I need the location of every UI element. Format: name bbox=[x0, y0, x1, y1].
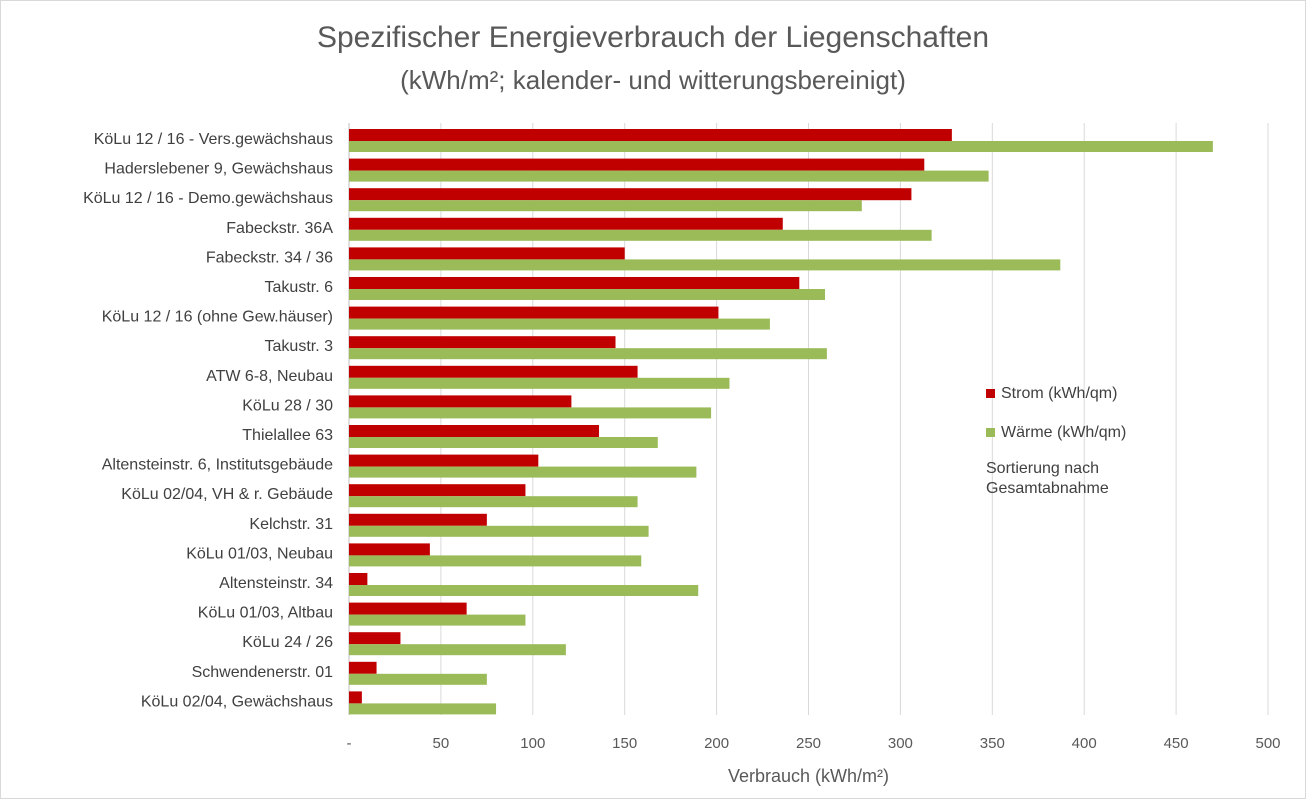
y-tick-label: Thielallee 63 bbox=[242, 427, 333, 444]
bar-strom bbox=[349, 336, 616, 349]
x-tick-label: 500 bbox=[1255, 735, 1280, 752]
bar-strom bbox=[349, 543, 430, 556]
bar-strom bbox=[349, 247, 625, 260]
y-tick-label: KöLu 24 / 26 bbox=[242, 634, 333, 651]
y-tick-label: KöLu 01/03, Neubau bbox=[186, 545, 333, 562]
x-tick-label: 450 bbox=[1164, 735, 1189, 752]
bar-waerme bbox=[349, 259, 1061, 271]
legend-label-waerme: Wärme (kWh/qm) bbox=[1001, 423, 1127, 441]
bar-waerme bbox=[349, 289, 826, 300]
bar-strom bbox=[349, 484, 526, 497]
x-tick-label: 100 bbox=[520, 735, 545, 752]
bar-waerme bbox=[349, 466, 697, 478]
bar-strom bbox=[349, 158, 925, 171]
bar-waerme bbox=[349, 644, 566, 656]
bar-waerme bbox=[349, 348, 827, 360]
y-tick-label: KöLu 01/03, Altbau bbox=[198, 605, 333, 622]
bar-strom bbox=[349, 277, 800, 289]
bar-waerme bbox=[349, 525, 649, 537]
bar-waerme bbox=[349, 555, 642, 567]
x-tick-label: - bbox=[347, 735, 352, 752]
y-tick-label: KöLu 12 / 16 - Vers.gewächshaus bbox=[94, 131, 333, 148]
bar-strom bbox=[349, 513, 487, 526]
bar-waerme bbox=[349, 673, 487, 685]
bar-waerme bbox=[349, 229, 932, 241]
bar-waerme bbox=[349, 377, 730, 389]
bar-strom bbox=[349, 602, 467, 615]
bar-waerme bbox=[349, 407, 712, 419]
bar-strom bbox=[349, 129, 952, 141]
y-tick-label: Kelchstr. 31 bbox=[249, 516, 333, 533]
bar-strom bbox=[349, 306, 719, 319]
y-tick-label: Haderslebener 9, Gewächshaus bbox=[104, 161, 333, 178]
y-tick-label: Altensteinstr. 6, Institutsgebäude bbox=[102, 457, 333, 474]
bar-strom bbox=[349, 454, 539, 467]
x-tick-label: 50 bbox=[433, 735, 450, 752]
y-tick-label: ATW 6-8, Neubau bbox=[206, 368, 333, 385]
y-tick-label: Fabeckstr. 36A bbox=[226, 220, 333, 237]
y-tick-label: Takustr. 6 bbox=[265, 279, 334, 296]
y-tick-label: KöLu 02/04, Gewächshaus bbox=[141, 693, 333, 710]
x-tick-label: 150 bbox=[612, 735, 637, 752]
bar-waerme bbox=[349, 703, 497, 715]
chart-subtitle: (kWh/m²; kalender- und witterungsbereini… bbox=[400, 65, 906, 95]
bar-waerme bbox=[349, 437, 658, 448]
bar-waerme bbox=[349, 141, 1213, 152]
bar-strom bbox=[349, 661, 377, 674]
bar-waerme bbox=[349, 496, 638, 508]
legend-item-waerme: Wärme (kWh/qm) bbox=[986, 420, 1136, 445]
bar-strom bbox=[349, 217, 783, 230]
y-tick-label: KöLu 12 / 16 - Demo.gewächshaus bbox=[83, 190, 333, 207]
bar-strom bbox=[349, 188, 912, 201]
x-tick-label: 400 bbox=[1072, 735, 1097, 752]
bar-strom bbox=[349, 632, 401, 645]
legend: Strom (kWh/qm) Wärme (kWh/qm) Sortierung… bbox=[986, 381, 1136, 499]
x-tick-label: 300 bbox=[888, 735, 913, 752]
legend-swatch-strom bbox=[986, 389, 995, 398]
y-tick-label: KöLu 28 / 30 bbox=[242, 397, 333, 414]
bar-waerme bbox=[349, 585, 699, 596]
bar-strom bbox=[349, 395, 572, 408]
legend-swatch-waerme bbox=[986, 428, 995, 437]
y-tick-label: Takustr. 3 bbox=[265, 338, 334, 355]
legend-label-strom: Strom (kWh/qm) bbox=[1001, 384, 1118, 402]
bar-waerme bbox=[349, 614, 526, 626]
bar-strom bbox=[349, 365, 638, 378]
y-tick-label: KöLu 12 / 16 (ohne Gew.häuser) bbox=[102, 309, 333, 326]
y-tick-label: KöLu 02/04, VH & r. Gebäude bbox=[121, 486, 333, 503]
bar-strom bbox=[349, 691, 362, 704]
bar-waerme bbox=[349, 200, 862, 212]
bar-waerme bbox=[349, 170, 989, 182]
x-tick-label: 200 bbox=[704, 735, 729, 752]
bar-waerme bbox=[349, 318, 770, 330]
y-tick-label: Altensteinstr. 34 bbox=[219, 575, 333, 592]
x-tick-label: 250 bbox=[796, 735, 821, 752]
y-tick-label: Schwendenerstr. 01 bbox=[192, 664, 334, 681]
y-tick-label: Fabeckstr. 34 / 36 bbox=[206, 249, 333, 266]
legend-item-strom: Strom (kWh/qm) bbox=[986, 381, 1136, 406]
bar-strom bbox=[349, 573, 368, 585]
bar-strom bbox=[349, 425, 599, 437]
sort-note: Sortierung nach Gesamtabnahme bbox=[986, 460, 1109, 497]
x-tick-label: 350 bbox=[980, 735, 1005, 752]
chart-title: Spezifischer Energieverbrauch der Liegen… bbox=[316, 21, 990, 54]
x-axis-label: Verbrauch (kWh/m²) bbox=[728, 766, 889, 786]
